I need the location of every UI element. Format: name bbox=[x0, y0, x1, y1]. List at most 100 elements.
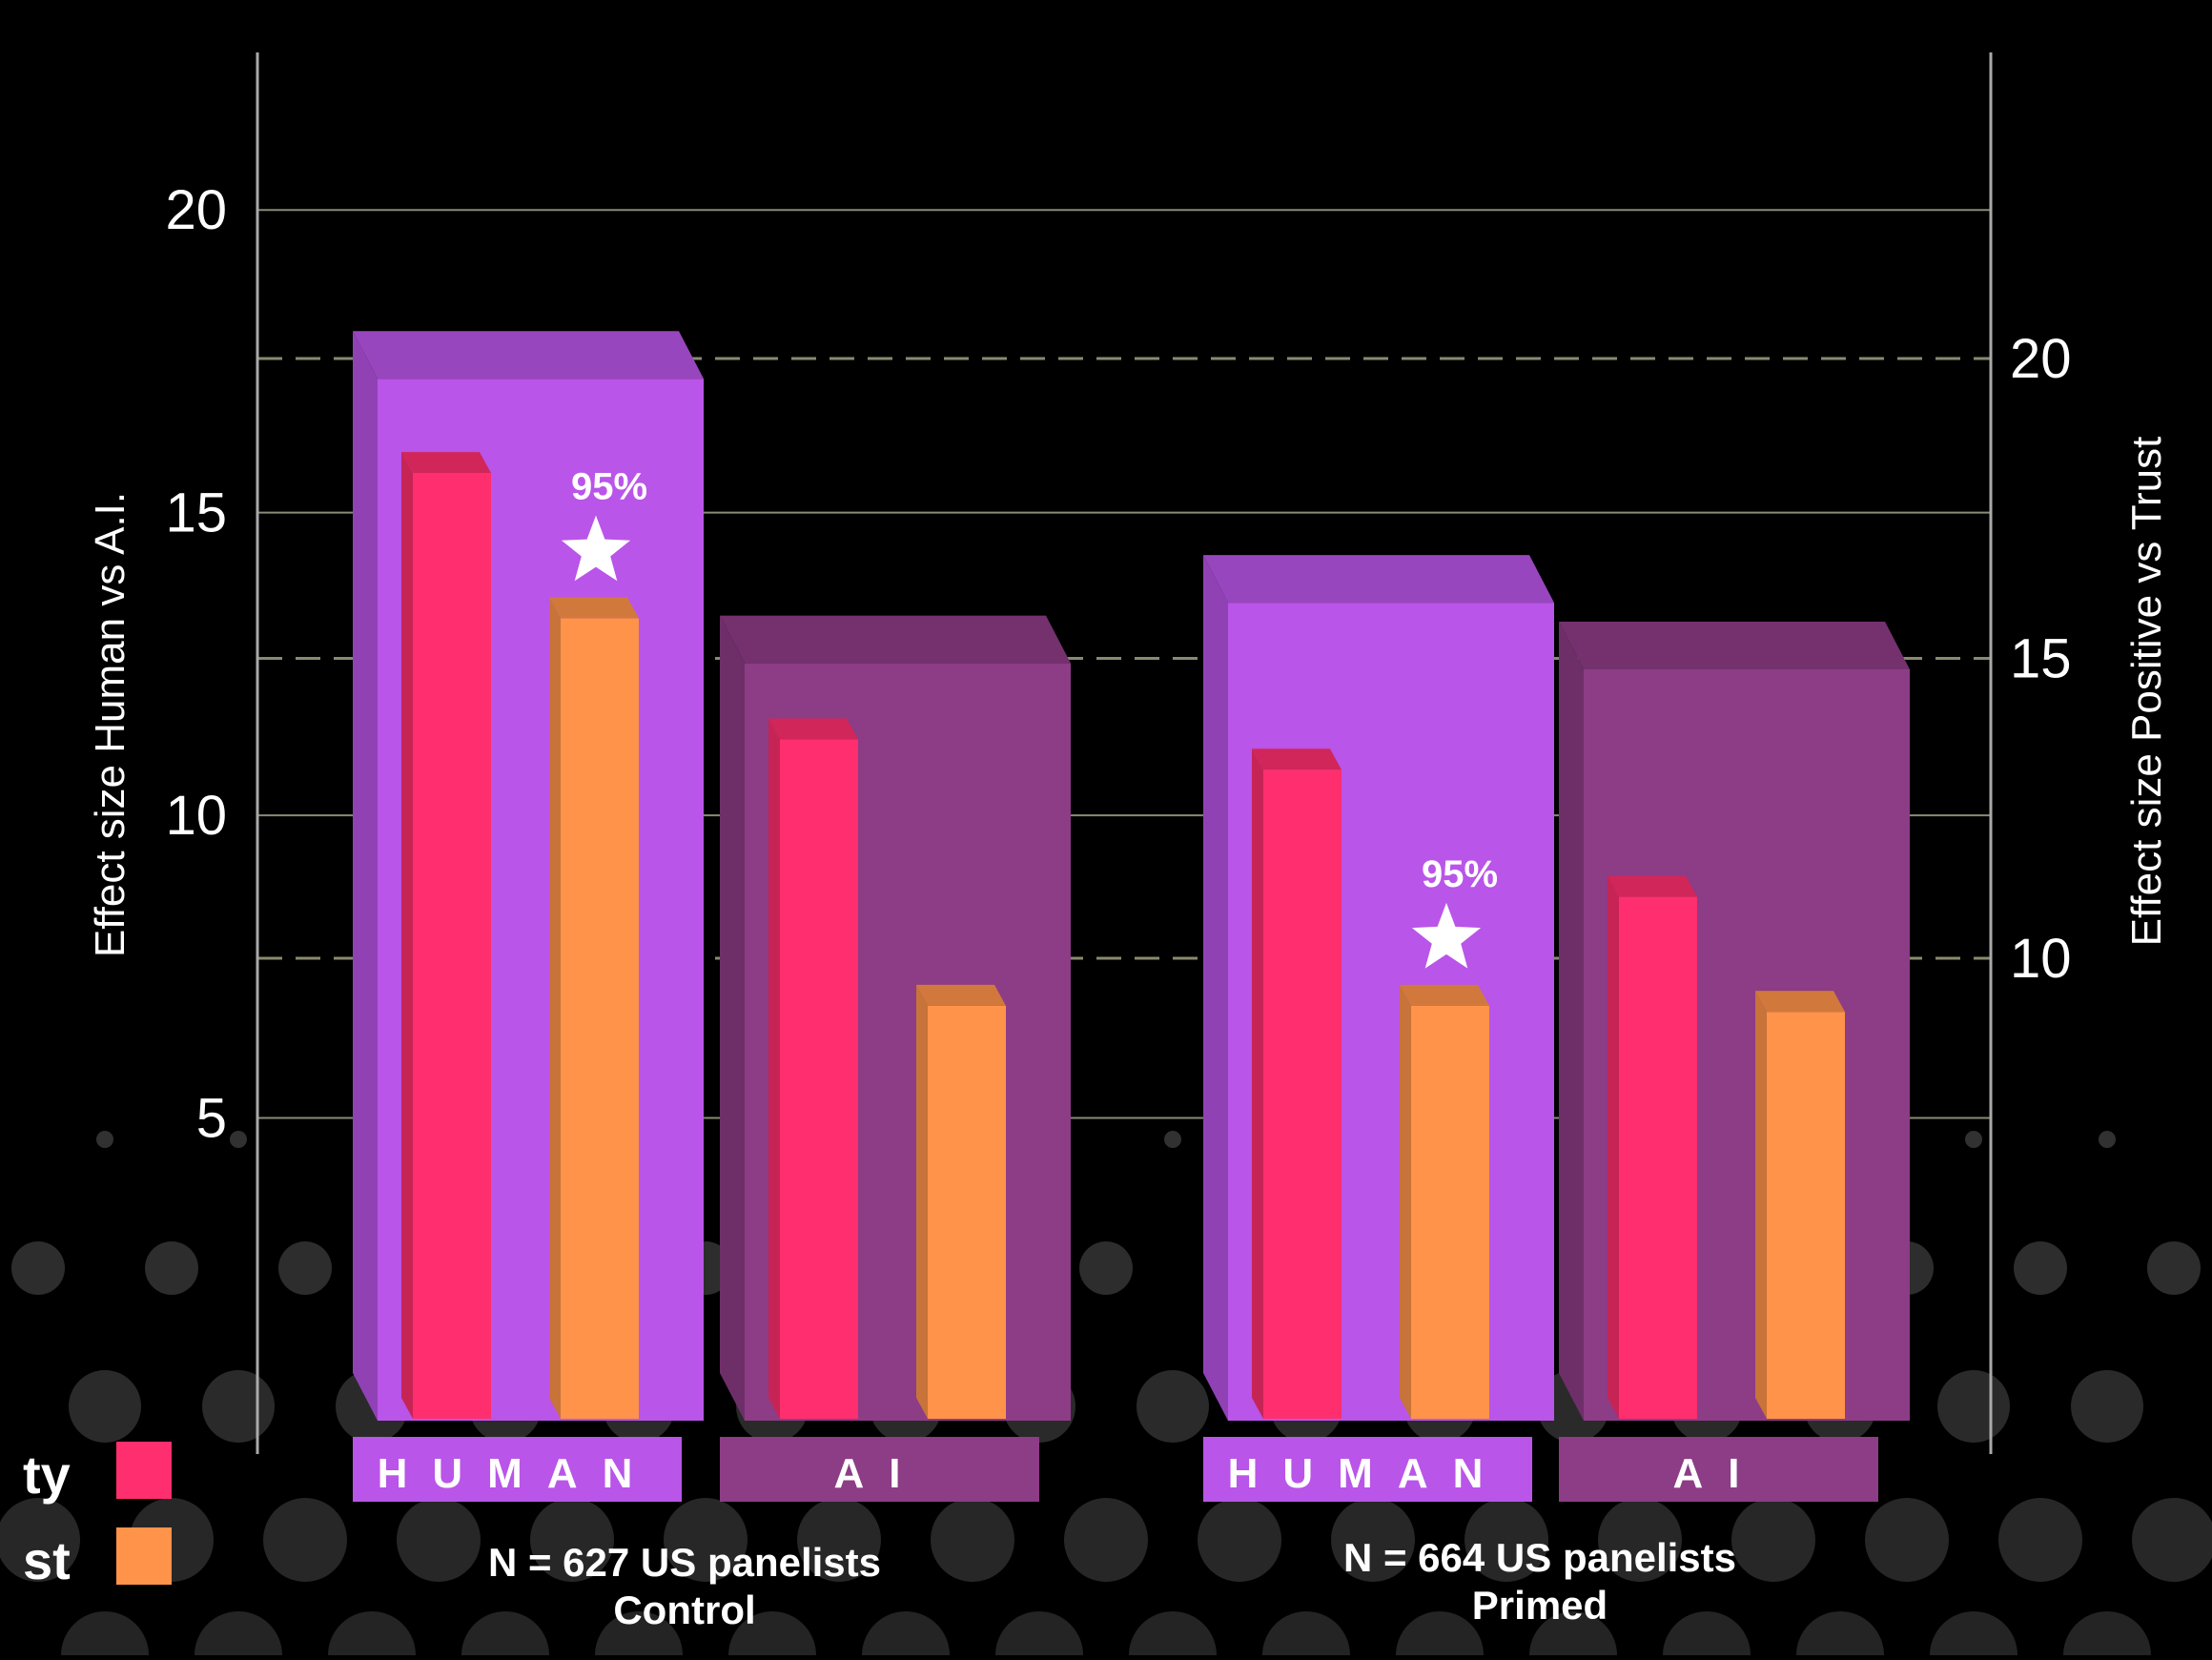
right-tick-label: 10 bbox=[2010, 928, 2072, 990]
series-bar-top bbox=[768, 718, 858, 740]
category-label-box bbox=[720, 1437, 1039, 1502]
background-dot bbox=[1164, 1131, 1181, 1148]
right-axis-title: Effect size Positive vs Trust bbox=[2123, 437, 2170, 947]
background-dot bbox=[1796, 1611, 1884, 1660]
background-dot bbox=[1529, 1611, 1617, 1660]
series-bar-top bbox=[1608, 875, 1697, 897]
background-dot bbox=[1331, 1498, 1415, 1582]
series-bar-front bbox=[928, 1005, 1006, 1419]
series-bar-top bbox=[1252, 748, 1342, 770]
background-dot bbox=[931, 1498, 1014, 1582]
background-dot bbox=[1865, 1498, 1949, 1582]
background-dot bbox=[230, 1131, 247, 1148]
series-bar-side bbox=[1400, 984, 1411, 1419]
background-dot bbox=[397, 1498, 481, 1582]
series-bar bbox=[401, 452, 491, 1419]
background-dot bbox=[1262, 1611, 1350, 1660]
background-dot bbox=[195, 1611, 282, 1660]
background-dot bbox=[728, 1611, 816, 1660]
background-dot bbox=[995, 1611, 1083, 1660]
background-dot bbox=[96, 1131, 113, 1148]
series-bar bbox=[1755, 991, 1845, 1419]
series-bar bbox=[1252, 748, 1342, 1419]
left-tick-label: 20 bbox=[165, 179, 227, 241]
series-bar-front bbox=[1411, 1005, 1489, 1419]
series-bar-side bbox=[1608, 875, 1619, 1419]
background-dot bbox=[2099, 1131, 2116, 1148]
background-dot bbox=[1930, 1611, 2017, 1660]
category-label-box bbox=[353, 1437, 682, 1502]
series-bar-front bbox=[1263, 769, 1342, 1419]
background-dot bbox=[1079, 1241, 1133, 1295]
background-dot bbox=[1965, 1131, 1982, 1148]
background-dot bbox=[862, 1611, 950, 1660]
background-dot bbox=[1198, 1498, 1281, 1582]
background-dot bbox=[328, 1611, 416, 1660]
background-dot bbox=[202, 1370, 275, 1443]
background-dot bbox=[2014, 1241, 2067, 1295]
category-bar-side bbox=[1559, 621, 1584, 1421]
background-dot bbox=[2132, 1498, 2212, 1582]
series-bar bbox=[1608, 875, 1697, 1419]
category-bar-top bbox=[720, 615, 1071, 664]
category-bar-side bbox=[720, 615, 745, 1421]
legend-label-1: ty bbox=[23, 1445, 71, 1505]
background-dot bbox=[2071, 1370, 2143, 1443]
bars: 95% 95% bbox=[353, 331, 1910, 1422]
legend bbox=[116, 1442, 172, 1585]
right-tick-label: 20 bbox=[2010, 328, 2072, 390]
background-dot bbox=[797, 1498, 881, 1582]
background-dot bbox=[145, 1241, 198, 1295]
significance-label: 95% bbox=[1422, 853, 1498, 895]
background-dot bbox=[664, 1498, 748, 1582]
series-bar-top bbox=[549, 597, 639, 619]
series-bar-front bbox=[780, 739, 858, 1419]
background-dot bbox=[1064, 1498, 1148, 1582]
background-dot bbox=[69, 1370, 141, 1443]
background-dot bbox=[1129, 1611, 1217, 1660]
category-bar-top bbox=[1203, 555, 1554, 604]
background-dot bbox=[595, 1611, 683, 1660]
series-bar-front bbox=[561, 618, 639, 1419]
series-bar bbox=[1400, 984, 1489, 1419]
background-dot bbox=[1396, 1611, 1484, 1660]
background-dot bbox=[2147, 1241, 2201, 1295]
background-dot bbox=[1464, 1498, 1548, 1582]
legend-swatch bbox=[116, 1527, 172, 1585]
category-label: HUMAN bbox=[378, 1450, 658, 1497]
left-tick-label: 15 bbox=[165, 482, 227, 544]
series-bar-side bbox=[1755, 991, 1767, 1419]
significance-label: 95% bbox=[571, 466, 647, 508]
category-label: HUMAN bbox=[1228, 1450, 1508, 1497]
background-dot bbox=[1937, 1370, 2010, 1443]
series-bar-side bbox=[916, 984, 928, 1419]
background-dot bbox=[1598, 1498, 1682, 1582]
series-bar bbox=[916, 984, 1006, 1419]
category-labels: HUMAN AI HUMAN AI bbox=[353, 1437, 1878, 1502]
background-dot bbox=[1663, 1611, 1751, 1660]
axes: 5 10 15 20 10 15 20 bbox=[165, 52, 2072, 1454]
series-bar-top bbox=[916, 984, 1006, 1006]
series-bar bbox=[549, 597, 639, 1419]
background-dot bbox=[278, 1241, 332, 1295]
series-bar-top bbox=[1400, 984, 1489, 1006]
series-bar-top bbox=[401, 452, 491, 474]
series-bar-side bbox=[549, 597, 561, 1419]
series-bar-front bbox=[1767, 1012, 1845, 1419]
background-dot bbox=[461, 1611, 549, 1660]
background-dot bbox=[1137, 1370, 1209, 1443]
category-bar-side bbox=[353, 331, 378, 1422]
category-label: AI bbox=[834, 1450, 926, 1497]
category-label-box bbox=[1559, 1437, 1878, 1502]
background-dot bbox=[530, 1498, 614, 1582]
series-bar-front bbox=[1619, 896, 1697, 1419]
star-icon bbox=[561, 515, 631, 582]
background-dot bbox=[0, 1498, 80, 1582]
caption-control-line1: N = 627 US panelists bbox=[488, 1540, 881, 1585]
caption-control-line2: Control bbox=[613, 1588, 755, 1632]
series-bar-side bbox=[401, 452, 413, 1419]
series-bar-front bbox=[413, 473, 491, 1419]
legend-swatch bbox=[116, 1442, 172, 1499]
category-bar-top bbox=[1559, 621, 1910, 669]
